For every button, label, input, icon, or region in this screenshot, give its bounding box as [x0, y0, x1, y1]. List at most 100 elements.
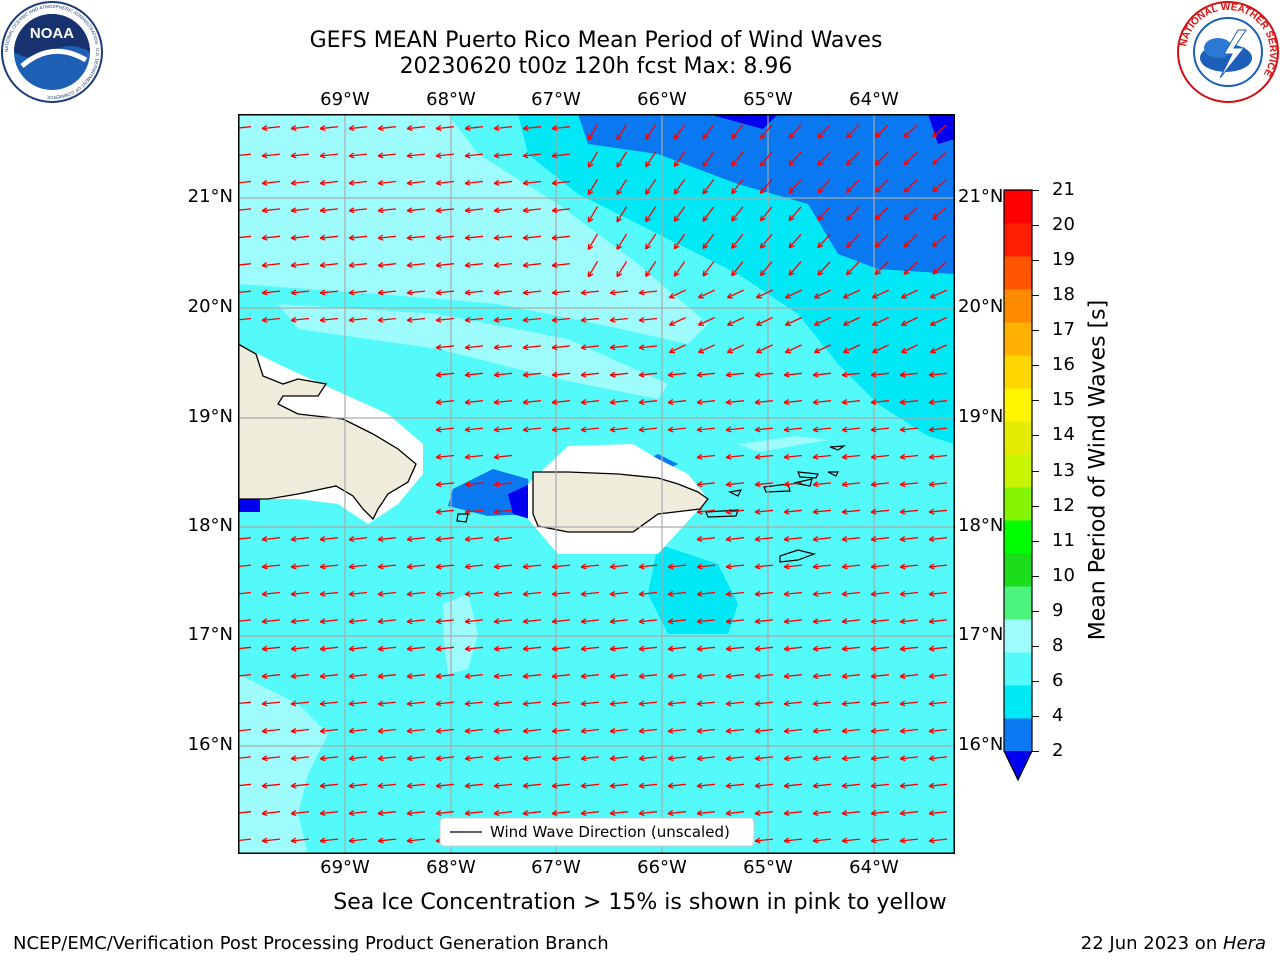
wind-wave-arrow — [238, 646, 252, 652]
wind-wave-arrow — [377, 125, 397, 132]
wind-wave-arrow — [755, 289, 773, 299]
wind-wave-arrow — [435, 453, 455, 460]
wind-wave-arrow — [435, 371, 455, 378]
land-culebra — [728, 489, 743, 497]
colorbar-tick-label: 12 — [1052, 494, 1075, 516]
wind-wave-arrow — [406, 179, 426, 186]
wind-wave-arrow — [464, 344, 484, 351]
colorbar-tick-label: 13 — [1052, 459, 1075, 481]
wind-wave-arrow — [754, 837, 774, 844]
land-virgin-gorda — [827, 471, 839, 477]
wind-wave-arrow — [841, 426, 861, 433]
wind-wave-arrow — [928, 371, 948, 378]
wind-wave-arrow — [668, 344, 686, 354]
wind-wave-arrow — [464, 782, 484, 789]
colorbar-tick-mark — [1032, 575, 1039, 577]
colorbar-tick-label: 17 — [1052, 319, 1075, 341]
wind-wave-arrow — [238, 728, 252, 734]
wind-wave-arrow — [464, 207, 484, 214]
map-legend-text: Wind Wave Direction (unscaled) — [490, 823, 730, 841]
wind-wave-arrow — [522, 645, 542, 652]
wind-wave-arrow — [522, 289, 542, 296]
wind-wave-arrow — [290, 618, 310, 625]
map-legend: Wind Wave Direction (unscaled) — [439, 817, 755, 847]
colorbar-tick-mark — [1032, 190, 1039, 191]
wind-wave-arrow — [261, 234, 281, 241]
wind-wave-arrow — [696, 755, 716, 762]
wind-wave-arrow — [377, 262, 397, 269]
wind-wave-arrow — [696, 563, 716, 570]
wind-wave-arrow — [696, 810, 716, 817]
wind-wave-arrow — [406, 207, 426, 214]
wind-wave-arrow — [903, 234, 918, 248]
wind-wave-arrow — [899, 453, 919, 460]
wind-wave-arrow — [348, 234, 368, 241]
colorbar-label: Mean Period of Wind Waves [s] — [1085, 299, 1111, 641]
wind-wave-arrow — [580, 645, 600, 652]
wind-wave-arrow — [702, 124, 715, 140]
wind-wave-arrow — [406, 618, 426, 625]
wind-wave-arrow — [870, 810, 890, 817]
wind-wave-arrow — [616, 206, 628, 223]
wind-wave-arrow — [817, 151, 831, 167]
wind-wave-arrow — [697, 344, 715, 354]
wind-wave-arrow — [754, 371, 774, 378]
wind-wave-arrow — [238, 783, 252, 789]
land-anegada — [829, 445, 847, 451]
wind-wave-arrow — [899, 508, 919, 515]
field-8-9-south — [238, 674, 328, 854]
wind-wave-arrow — [845, 206, 860, 221]
wind-wave-arrow — [609, 344, 629, 351]
wind-wave-arrow — [645, 261, 657, 278]
wind-wave-arrow — [522, 207, 542, 214]
wind-wave-arrow — [609, 289, 629, 296]
wind-wave-arrow — [731, 233, 744, 249]
wind-wave-arrow — [899, 755, 919, 762]
wind-wave-arrow — [493, 481, 513, 488]
wind-wave-arrow — [319, 289, 339, 296]
wind-wave-arrow — [348, 152, 368, 159]
wind-wave-arrow — [261, 262, 281, 269]
wind-wave-arrow — [551, 316, 571, 323]
wind-wave-arrow — [845, 179, 860, 194]
wind-wave-arrow — [899, 673, 919, 680]
wind-wave-arrow — [290, 782, 310, 789]
colorbar-tick-mark — [1032, 330, 1039, 332]
wind-wave-arrow — [645, 206, 657, 223]
wind-wave-arrow — [580, 673, 600, 680]
wind-wave-arrow — [841, 645, 861, 652]
wind-wave-arrow — [522, 755, 542, 762]
wind-wave-arrow — [261, 289, 281, 296]
wind-wave-arrow — [784, 289, 802, 299]
wind-wave-arrow — [238, 290, 252, 296]
wind-wave-arrow — [899, 399, 919, 406]
wind-wave-arrow — [348, 125, 368, 132]
wind-wave-arrow — [435, 700, 455, 707]
wind-wave-arrow — [261, 618, 281, 625]
wind-wave-arrow — [673, 124, 686, 140]
colorbar-tick-mark — [1032, 751, 1039, 752]
wind-wave-arrow — [522, 234, 542, 241]
lon-label-bottom: 66°W — [637, 857, 687, 878]
wind-wave-arrow — [551, 344, 571, 351]
wind-wave-arrow — [377, 810, 397, 817]
wind-wave-arrow — [812, 508, 832, 515]
wind-wave-arrow — [377, 152, 397, 159]
wind-wave-arrow — [841, 481, 861, 488]
wind-wave-arrow — [609, 700, 629, 707]
colorbar-tick-label: 8 — [1052, 634, 1064, 656]
wind-wave-arrow — [842, 316, 860, 326]
wind-wave-arrow — [841, 563, 861, 570]
wind-wave-arrow — [435, 590, 455, 597]
wind-wave-arrow — [783, 399, 803, 406]
wind-wave-arrow — [493, 316, 513, 323]
wind-wave-arrow — [638, 344, 658, 351]
footer-machine: Hera — [1222, 933, 1266, 954]
wind-wave-arrow — [522, 727, 542, 734]
wind-wave-arrow — [406, 755, 426, 762]
lat-label-right: 21°N — [958, 186, 1004, 207]
wind-wave-arrow — [667, 700, 687, 707]
wind-wave-arrow — [702, 261, 715, 277]
wind-wave-arrow — [696, 590, 716, 597]
wind-wave-arrow — [406, 590, 426, 597]
